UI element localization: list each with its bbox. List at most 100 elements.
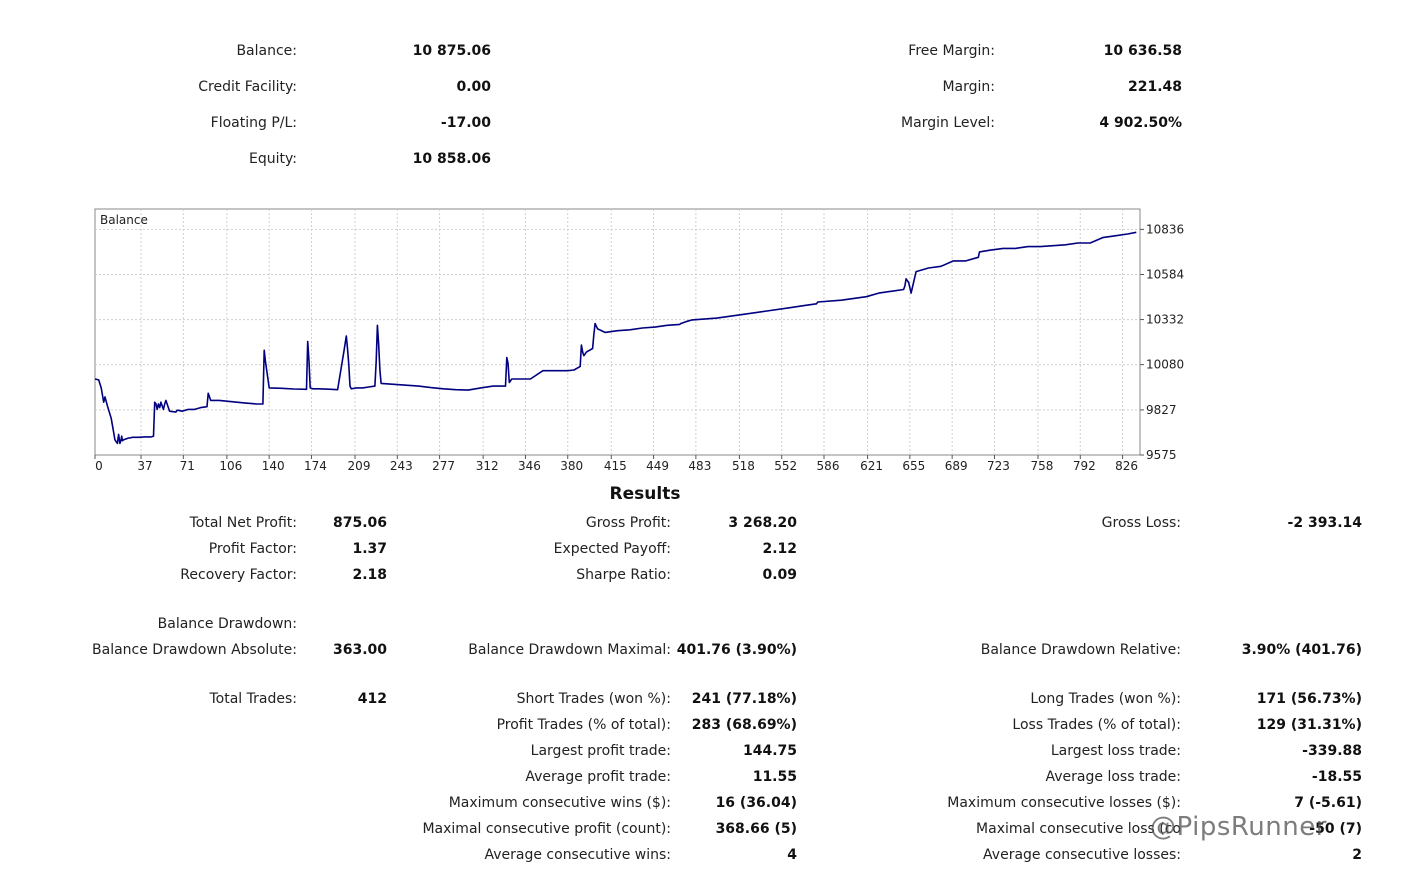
average-profit-trade-label: Average profit trade:: [525, 769, 671, 785]
floating-value: -17.00: [440, 115, 491, 131]
x-tick-label: 621: [860, 459, 883, 473]
short-trades-label: Short Trades (won %):: [516, 691, 671, 707]
y-tick-label: 9827: [1146, 403, 1177, 417]
max-consecutive-losses-value: 7 (-5.61): [1294, 795, 1362, 811]
x-tick-label: 655: [902, 459, 925, 473]
average-loss-trade-value: -18.55: [1311, 769, 1362, 785]
total-trades-value: 412: [357, 691, 387, 707]
max-consecutive-wins-value: 16 (36.04): [715, 795, 797, 811]
margin-value: 221.48: [1127, 79, 1182, 95]
balance-drawdown-absolute-label: Balance Drawdown Absolute:: [92, 642, 297, 658]
loss-trades-value: 129 (31.31%): [1256, 717, 1362, 733]
largest-profit-trade-label: Largest profit trade:: [530, 743, 671, 759]
floating-label: Floating P/L:: [210, 115, 297, 131]
credit-label: Credit Facility:: [198, 79, 297, 95]
x-tick-label: 518: [732, 459, 755, 473]
profit-trades-label: Profit Trades (% of total):: [496, 717, 671, 733]
expected-payoff-label: Expected Payoff:: [553, 541, 671, 557]
x-tick-label: 140: [262, 459, 285, 473]
maximal-consecutive-loss-label: Maximal consecutive loss (co: [976, 821, 1181, 837]
x-tick-label: 106: [219, 459, 242, 473]
x-tick-label: 243: [390, 459, 413, 473]
x-tick-label: 37: [137, 459, 152, 473]
balance-drawdown-absolute-value: 363.00: [332, 642, 387, 658]
largest-loss-trade-label: Largest loss trade:: [1050, 743, 1181, 759]
max-consecutive-wins-label: Maximum consecutive wins ($):: [448, 795, 671, 811]
chart-title: Balance: [100, 213, 148, 227]
gross-profit-label: Gross Profit:: [585, 515, 671, 531]
maximal-consecutive-profit-label: Maximal consecutive profit (count):: [422, 821, 671, 837]
average-consecutive-wins-value: 4: [787, 847, 797, 863]
largest-profit-trade-value: 144.75: [742, 743, 797, 759]
profit-factor-value: 1.37: [352, 541, 387, 557]
y-tick-label: 10584: [1146, 267, 1184, 281]
average-consecutive-losses-value: 2: [1352, 847, 1362, 863]
equity-label: Equity:: [249, 151, 297, 167]
long-trades-label: Long Trades (won %):: [1030, 691, 1181, 707]
x-tick-label: 380: [560, 459, 583, 473]
x-tick-label: 483: [688, 459, 711, 473]
x-tick-label: 449: [646, 459, 669, 473]
x-tick-label: 277: [432, 459, 455, 473]
x-tick-label: 758: [1031, 459, 1054, 473]
margin-level-value: 4 902.50%: [1099, 115, 1182, 131]
margin-label: Margin:: [942, 79, 995, 95]
equity-value: 10 858.06: [412, 151, 491, 167]
free-margin-label: Free Margin:: [908, 43, 995, 59]
x-tick-label: 723: [987, 459, 1010, 473]
x-tick-label: 346: [518, 459, 541, 473]
sharpe-ratio-value: 0.09: [762, 567, 797, 583]
x-tick-label: 792: [1073, 459, 1096, 473]
total-trades-label: Total Trades:: [209, 691, 298, 707]
x-tick-label: 689: [945, 459, 968, 473]
x-tick-label: 0: [95, 459, 103, 473]
average-loss-trade-label: Average loss trade:: [1045, 769, 1181, 785]
balance-drawdown-relative-value: 3.90% (401.76): [1241, 642, 1362, 658]
y-tick-label: 10836: [1146, 222, 1184, 236]
results-title: Results: [609, 484, 681, 504]
balance-drawdown-maximal-label: Balance Drawdown Maximal:: [468, 642, 671, 658]
x-tick-label: 312: [476, 459, 499, 473]
recovery-factor-value: 2.18: [352, 567, 387, 583]
total-net-profit-label: Total Net Profit:: [189, 515, 297, 531]
long-trades-value: 171 (56.73%): [1256, 691, 1362, 707]
margin-level-label: Margin Level:: [901, 115, 995, 131]
loss-trades-label: Loss Trades (% of total):: [1012, 717, 1181, 733]
x-tick-label: 71: [180, 459, 195, 473]
y-tick-label: 9575: [1146, 448, 1177, 462]
x-tick-label: 586: [817, 459, 840, 473]
average-consecutive-losses-label: Average consecutive losses:: [983, 847, 1181, 863]
balance-series-line: [94, 231, 1137, 445]
gross-loss-label: Gross Loss:: [1101, 515, 1181, 531]
y-tick-label: 10080: [1146, 358, 1184, 372]
largest-loss-trade-value: -339.88: [1302, 743, 1362, 759]
short-trades-value: 241 (77.18%): [691, 691, 797, 707]
recovery-factor-label: Recovery Factor:: [180, 567, 297, 583]
sharpe-ratio-label: Sharpe Ratio:: [576, 567, 671, 583]
watermark: @PipsRunner: [1150, 812, 1327, 842]
x-tick-label: 174: [304, 459, 327, 473]
plot-area: [94, 208, 1141, 456]
balance-label: Balance:: [236, 43, 297, 59]
total-net-profit-value: 875.06: [332, 515, 387, 531]
x-tick-label: 552: [774, 459, 797, 473]
balance-drawdown-maximal-value: 401.76 (3.90%): [676, 642, 797, 658]
x-tick-label: 826: [1115, 459, 1138, 473]
profit-trades-value: 283 (68.69%): [691, 717, 797, 733]
x-tick-label: 415: [604, 459, 627, 473]
balance-value: 10 875.06: [412, 43, 491, 59]
expected-payoff-value: 2.12: [762, 541, 797, 557]
average-consecutive-wins-label: Average consecutive wins:: [484, 847, 671, 863]
maximal-consecutive-loss-value: -50 (7): [1309, 821, 1362, 837]
x-tick-label: 209: [348, 459, 371, 473]
credit-value: 0.00: [456, 79, 491, 95]
y-tick-label: 10332: [1146, 313, 1184, 327]
gross-loss-value: -2 393.14: [1287, 515, 1362, 531]
average-profit-trade-value: 11.55: [752, 769, 797, 785]
balance-drawdown-relative-label: Balance Drawdown Relative:: [980, 642, 1181, 658]
balance-drawdown-label: Balance Drawdown:: [157, 616, 297, 632]
free-margin-value: 10 636.58: [1103, 43, 1182, 59]
gross-profit-value: 3 268.20: [728, 515, 797, 531]
max-consecutive-losses-label: Maximum consecutive losses ($):: [947, 795, 1181, 811]
